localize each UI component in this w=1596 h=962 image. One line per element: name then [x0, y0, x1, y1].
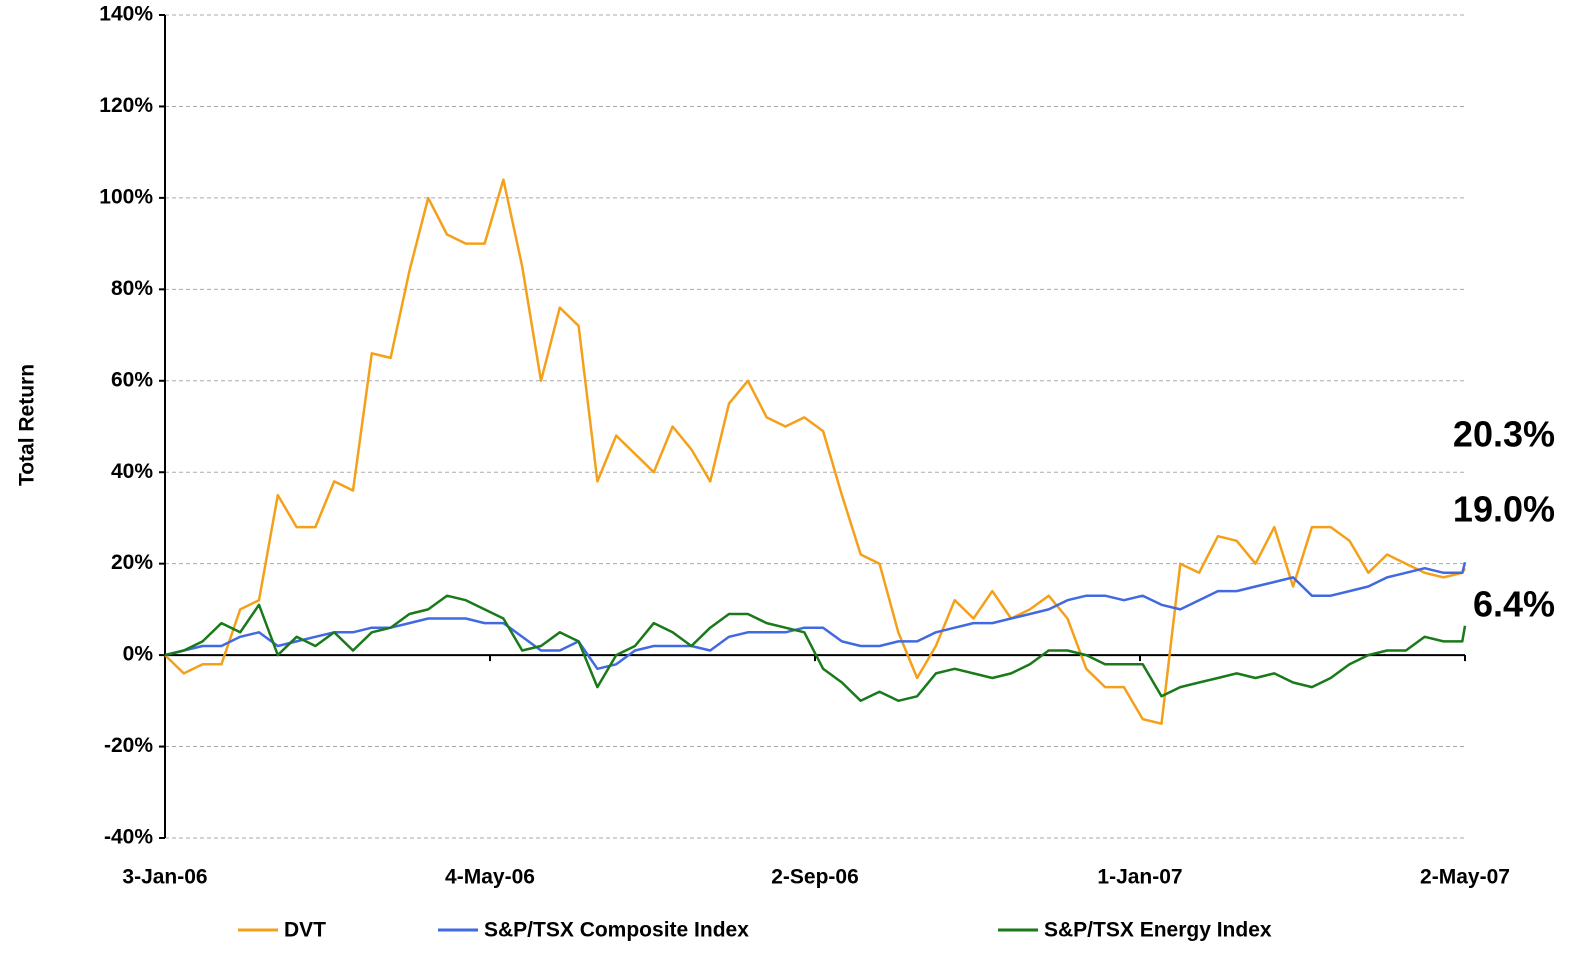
y-tick-label: 80%	[111, 277, 153, 300]
x-tick-label: 1-Jan-07	[1097, 866, 1182, 889]
legend-label: S&P/TSX Composite Index	[484, 919, 749, 942]
end-label: 6.4%	[1473, 584, 1555, 625]
y-tick-label: 140%	[99, 3, 153, 26]
y-tick-label: -40%	[104, 826, 153, 849]
y-tick-label: 100%	[99, 185, 153, 208]
y-tick-label: 0%	[123, 643, 154, 666]
end-label: 19.0%	[1453, 489, 1555, 530]
y-tick-label: 20%	[111, 551, 153, 574]
end-label: 20.3%	[1453, 414, 1555, 455]
series-line	[164, 178, 1467, 725]
x-tick-label: 4-May-06	[445, 866, 535, 889]
y-tick-label: 120%	[99, 94, 153, 117]
x-tick-label: 3-Jan-06	[122, 866, 207, 889]
x-tick-label: 2-May-07	[1420, 866, 1510, 889]
legend-label: S&P/TSX Energy Index	[1044, 919, 1272, 942]
y-tick-label: 40%	[111, 460, 153, 483]
series-line	[164, 594, 1467, 703]
x-tick-label: 2-Sep-06	[771, 866, 859, 889]
y-tick-label: 60%	[111, 368, 153, 391]
y-tick-label: -20%	[104, 734, 153, 757]
series-line	[164, 561, 1467, 671]
y-axis-label: Total Return	[16, 364, 39, 486]
legend-label: DVT	[284, 919, 326, 942]
